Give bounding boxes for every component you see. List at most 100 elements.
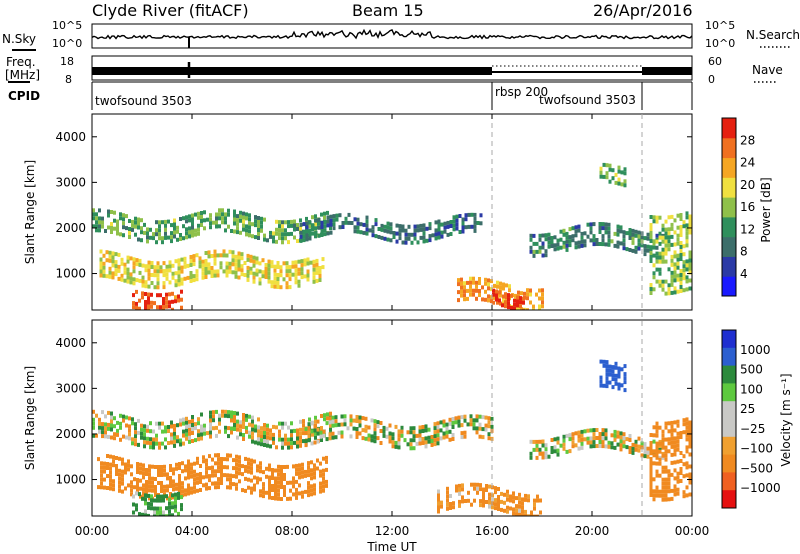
heatmap-cell — [670, 242, 674, 247]
heatmap-cell — [430, 443, 434, 447]
heatmap-cell — [685, 231, 689, 236]
heatmap-cell — [409, 430, 413, 435]
heatmap-cell — [239, 214, 242, 219]
heatmap-cell — [494, 502, 497, 507]
heatmap-cell — [101, 426, 104, 431]
heatmap-cell — [643, 252, 647, 257]
heatmap-cell — [188, 419, 191, 424]
heatmap-cell — [640, 441, 644, 446]
heatmap-cell — [577, 438, 581, 443]
power-colorbar-swatch — [722, 177, 736, 198]
heatmap-cell — [371, 229, 375, 234]
heatmap-cell — [104, 430, 107, 435]
heatmap-cell — [98, 220, 101, 225]
heatmap-cell — [550, 446, 554, 450]
heatmap-cell — [218, 429, 221, 434]
heatmap-cell — [455, 218, 459, 223]
heatmap-cell — [101, 224, 104, 229]
heatmap-cell — [524, 513, 527, 516]
heatmap-cell — [121, 461, 124, 466]
heatmap-cell — [283, 477, 286, 481]
heatmap-cell — [504, 300, 507, 305]
heatmap-cell — [595, 428, 599, 432]
heatmap-cell — [541, 245, 545, 250]
heatmap-cell — [257, 232, 260, 236]
heatmap-cell — [138, 270, 142, 275]
heatmap-cell — [667, 267, 671, 272]
heatmap-cell — [137, 217, 140, 222]
heatmap-cell — [533, 498, 536, 503]
heatmap-cell — [373, 435, 377, 440]
heatmap-cell — [623, 364, 627, 369]
heatmap-cell — [136, 466, 139, 470]
heatmap-cell — [406, 430, 410, 435]
heatmap-cell — [616, 232, 620, 237]
heatmap-cell — [165, 506, 168, 511]
heatmap-cell — [599, 174, 603, 179]
heatmap-cell — [473, 486, 476, 491]
heatmap-cell — [143, 444, 146, 449]
heatmap-cell — [308, 236, 312, 241]
heatmap-cell — [571, 226, 575, 231]
heatmap-cell — [658, 493, 662, 498]
heatmap-cell — [306, 257, 310, 262]
heatmap-cell — [458, 491, 461, 496]
heatmap-cell — [107, 434, 110, 439]
heatmap-cell — [281, 441, 284, 446]
heatmap-cell — [288, 285, 292, 290]
heatmap-cell — [652, 275, 656, 280]
heatmap-cell — [150, 292, 153, 297]
heatmap-cell — [118, 488, 121, 493]
heatmap-cell — [436, 429, 440, 434]
heatmap-cell — [676, 225, 680, 230]
heatmap-cell — [240, 252, 244, 257]
heatmap-cell — [231, 270, 235, 275]
heatmap-cell — [574, 233, 578, 238]
heatmap-cell — [619, 431, 623, 436]
heatmap-cell — [156, 514, 159, 516]
heatmap-cell — [608, 364, 612, 369]
heatmap-cell — [256, 464, 259, 469]
heatmap-cell — [218, 224, 221, 229]
heatmap-cell — [494, 490, 497, 495]
heatmap-cell — [256, 468, 259, 473]
heatmap-cell — [670, 278, 674, 283]
heatmap-cell — [217, 469, 220, 474]
heatmap-cell — [655, 279, 659, 284]
heatmap-cell — [112, 459, 115, 464]
heatmap-cell — [598, 222, 602, 226]
heatmap-cell — [232, 482, 235, 487]
heatmap-cell — [478, 434, 482, 439]
heatmap-cell — [234, 254, 238, 259]
heatmap-cell — [499, 293, 502, 298]
heatmap-cell — [143, 222, 146, 227]
heatmap-cell — [100, 465, 103, 470]
heatmap-cell — [382, 429, 386, 434]
heatmap-cell — [112, 455, 115, 460]
heatmap-cell — [119, 437, 122, 442]
heatmap-cell — [359, 230, 363, 235]
heatmap-cell — [622, 234, 626, 239]
heatmap-cell — [197, 231, 200, 236]
heatmap-cell — [276, 277, 280, 281]
heatmap-cell — [679, 479, 683, 483]
heatmap-cell — [215, 425, 218, 430]
heatmap-cell — [356, 225, 360, 230]
heatmap-cell — [623, 376, 627, 381]
heatmap-cell — [571, 436, 575, 441]
heatmap-cell — [240, 256, 244, 261]
heatmap-cell — [197, 429, 200, 434]
heatmap-cell — [267, 271, 271, 276]
heatmap-cell — [649, 251, 653, 255]
heatmap-cell — [217, 465, 220, 470]
heatmap-cell — [127, 483, 130, 488]
heatmap-cell — [341, 221, 345, 225]
heatmap-cell — [293, 227, 296, 232]
heatmap-cell — [115, 464, 118, 468]
heatmap-cell — [115, 468, 118, 472]
heatmap-cell — [421, 437, 425, 441]
heatmap-cell — [541, 455, 545, 460]
heatmap-cell — [263, 443, 266, 447]
heatmap-cell — [251, 419, 254, 424]
heatmap-cell — [466, 288, 469, 293]
